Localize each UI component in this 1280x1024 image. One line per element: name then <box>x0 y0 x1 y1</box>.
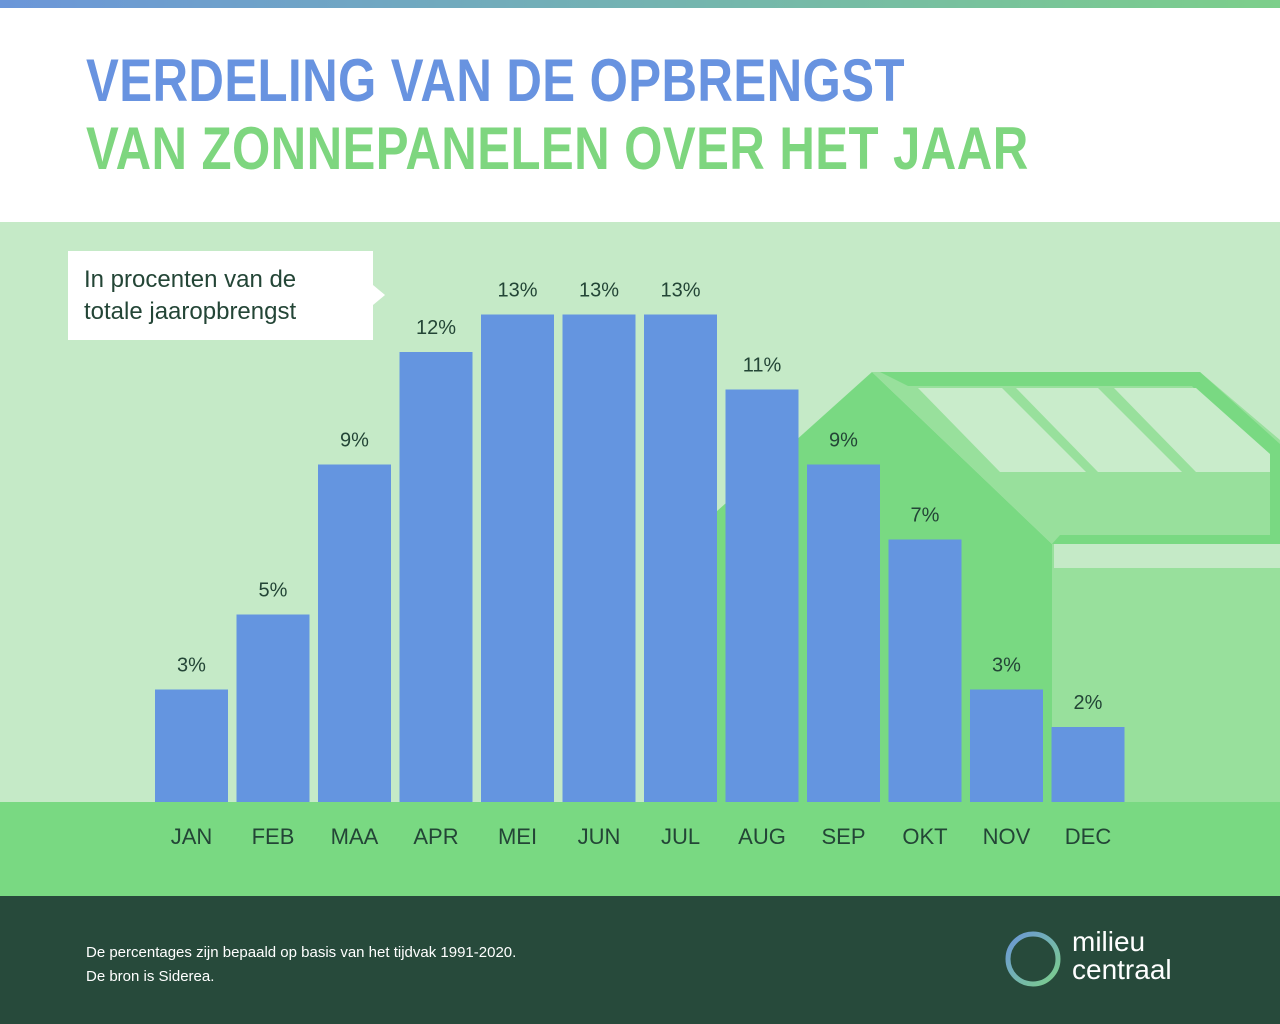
source-note: De percentages zijn bepaald op basis van… <box>86 941 516 989</box>
callout-line-1: In procenten van de <box>84 266 297 293</box>
top-gradient-bar <box>0 0 1280 8</box>
category-label-apr: APR <box>413 824 458 849</box>
source-note-line-2: De bron is Siderea. <box>86 968 215 985</box>
bar-mei <box>481 314 554 802</box>
category-label-jul: JUL <box>661 824 700 849</box>
ring-logo-icon <box>1005 931 1061 987</box>
category-labels-group: JAN FEB MAA APR MEI JUN JUL AUG SEP OKT NOV DEC <box>171 824 1112 849</box>
bar-dec <box>1051 727 1125 802</box>
bars-group <box>155 314 1125 802</box>
category-label-dec: DEC <box>1065 824 1112 849</box>
category-label-sep: SEP <box>821 824 865 849</box>
chart-panel: 3% 5% 9% 12% 13% 13% 13% 11% 9% 7% 3% 2% JAN FEB MAA A… <box>0 222 1280 896</box>
source-note-line-1: De percentages zijn bepaald op basis van… <box>86 944 517 961</box>
category-label-aug: AUG <box>738 824 786 849</box>
solar-panel <box>918 388 1086 472</box>
bar-chart: 3% 5% 9% 12% 13% 13% 13% 11% 9% 7% 3% 2% JAN FEB MAA A… <box>0 222 1280 896</box>
logo-line-1: milieu <box>1072 926 1146 957</box>
value-label-okt: 7% <box>911 505 940 527</box>
value-label-jul: 13% <box>660 280 700 302</box>
house-illustration <box>716 372 1280 802</box>
category-label-nov: NOV <box>983 824 1031 849</box>
house-eave <box>1054 544 1280 568</box>
value-label-sep: 9% <box>829 430 858 452</box>
title-line-1: VERDELING VAN DE OPBRENGST <box>86 47 905 114</box>
category-label-feb: FEB <box>252 824 295 849</box>
footer: De percentages zijn bepaald op basis van… <box>0 896 1280 1024</box>
callout-text: In procenten van de totale jaaropbrengst <box>84 264 296 328</box>
bar-apr <box>399 352 473 802</box>
bar-nov <box>970 689 1043 802</box>
category-label-okt: OKT <box>902 824 947 849</box>
bar-okt <box>888 539 962 802</box>
bar-sep <box>807 464 880 802</box>
bar-jul <box>644 314 717 802</box>
logo-line-2: centraal <box>1072 954 1172 985</box>
house-front-gable <box>716 372 1052 802</box>
value-labels-group: 3% 5% 9% 12% 13% 13% 13% 11% 9% 7% 3% 2% <box>177 280 1103 715</box>
category-label-mei: MEI <box>498 824 537 849</box>
category-label-maa: MAA <box>331 824 379 849</box>
category-label-jan: JAN <box>171 824 213 849</box>
solar-panel <box>1114 388 1270 472</box>
bar-aug <box>725 389 799 802</box>
category-label-jun: JUN <box>578 824 621 849</box>
value-label-mei: 13% <box>497 280 537 302</box>
title-line-2: VAN ZONNEPANELEN OVER HET JAAR <box>86 115 1029 182</box>
solar-panel <box>1016 388 1182 472</box>
value-label-jun: 13% <box>579 280 619 302</box>
value-label-apr: 12% <box>416 317 456 339</box>
value-label-feb: 5% <box>259 580 288 602</box>
bar-feb <box>236 614 310 802</box>
value-label-jan: 3% <box>177 655 206 677</box>
value-label-nov: 3% <box>992 655 1021 677</box>
value-label-maa: 9% <box>340 430 369 452</box>
callout-line-2: totale jaaropbrengst <box>84 298 297 325</box>
value-label-dec: 2% <box>1074 692 1103 714</box>
logo-wordmark: milieu centraal <box>1072 928 1172 984</box>
value-label-aug: 11% <box>743 355 782 377</box>
bar-jun <box>562 314 636 802</box>
chart-unit-callout: In procenten van de totale jaaropbrengst <box>68 251 385 340</box>
bar-maa <box>318 464 391 802</box>
bar-jan <box>155 689 228 802</box>
ground-strip <box>0 802 1280 896</box>
